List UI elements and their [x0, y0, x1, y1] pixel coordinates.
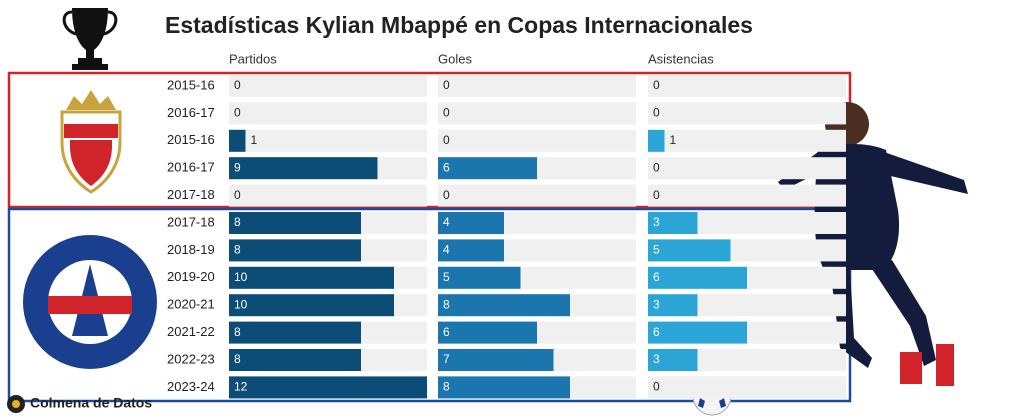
value-label: 0	[234, 106, 241, 120]
bar	[229, 239, 361, 262]
bar	[648, 321, 747, 344]
chart-title: Estadísticas Kylian Mbappé en Copas Inte…	[165, 12, 753, 38]
row-label: 2018-19	[167, 242, 215, 257]
bar-track	[229, 184, 427, 207]
column-header: Goles	[438, 51, 472, 66]
bar	[229, 266, 394, 289]
value-label: 8	[234, 325, 241, 339]
credit-text: Colmena de Datos	[30, 395, 152, 411]
bar	[438, 157, 537, 180]
value-label: 6	[443, 160, 450, 174]
trophy-icon	[62, 8, 118, 70]
bar	[648, 239, 731, 262]
row-label: 2019-20	[167, 269, 215, 284]
value-label: 0	[653, 160, 660, 174]
value-label: 5	[443, 270, 450, 284]
bar-track	[438, 184, 636, 207]
value-label: 9	[234, 160, 241, 174]
bar	[648, 349, 698, 371]
value-label: 1	[670, 133, 677, 147]
value-label: 8	[234, 352, 241, 366]
value-label: 3	[653, 297, 660, 311]
value-label: 0	[234, 78, 241, 92]
value-label: 8	[234, 243, 241, 257]
bar	[438, 321, 537, 344]
bar	[438, 212, 504, 234]
bar	[648, 212, 698, 234]
column-header: Partidos	[229, 51, 277, 66]
value-label: 5	[653, 243, 660, 257]
row-label: 2021-22	[167, 324, 215, 339]
column-header: Asistencias	[648, 51, 714, 66]
value-label: 0	[443, 78, 450, 92]
value-label: 3	[653, 352, 660, 366]
bar	[438, 266, 521, 289]
value-label: 6	[443, 325, 450, 339]
bar-track	[229, 75, 427, 97]
bar	[648, 266, 747, 289]
bar	[229, 129, 246, 152]
bar-track	[229, 102, 427, 125]
value-label: 0	[653, 78, 660, 92]
bar	[229, 294, 394, 317]
row-label: 2017-18	[167, 187, 215, 202]
value-label: 3	[653, 215, 660, 229]
bar	[229, 321, 361, 344]
value-label: 0	[443, 106, 450, 120]
bar	[438, 239, 504, 262]
value-label: 10	[234, 270, 248, 284]
value-label: 0	[443, 133, 450, 147]
bar	[229, 212, 361, 234]
value-label: 0	[234, 188, 241, 202]
bar-track	[648, 75, 846, 97]
bar	[229, 376, 427, 399]
bar-track	[648, 102, 846, 125]
row-label: 2016-17	[167, 160, 215, 175]
value-label: 0	[653, 188, 660, 202]
monaco-crest	[60, 90, 122, 194]
bar	[229, 349, 361, 371]
credit: Colmena de Datos	[7, 395, 152, 413]
value-label: 0	[653, 380, 660, 394]
row-label: 2020-21	[167, 297, 215, 312]
value-label: 8	[234, 215, 241, 229]
bar-track	[438, 129, 636, 152]
row-label: 2017-18	[167, 214, 215, 229]
value-label: 7	[443, 352, 450, 366]
value-label: 4	[443, 215, 450, 229]
psg-crest	[21, 233, 159, 371]
value-label: 10	[234, 297, 248, 311]
bar	[438, 349, 554, 371]
bar-track	[648, 184, 846, 207]
bar	[648, 129, 665, 152]
bar	[438, 294, 570, 317]
row-label: 2022-23	[167, 351, 215, 366]
value-label: 6	[653, 325, 660, 339]
bar-track	[229, 129, 427, 152]
value-label: 4	[443, 243, 450, 257]
bar-track	[648, 376, 846, 399]
bar-track	[438, 102, 636, 125]
value-label: 6	[653, 270, 660, 284]
row-label: 2015-16	[167, 77, 215, 92]
bar	[438, 376, 570, 399]
bar-track	[648, 129, 846, 152]
value-label: 8	[443, 297, 450, 311]
bar-track	[648, 157, 846, 180]
row-label: 2015-16	[167, 132, 215, 147]
bar	[229, 157, 378, 180]
row-label: 2023-24	[167, 379, 215, 394]
value-label: 0	[443, 188, 450, 202]
row-label: 2016-17	[167, 105, 215, 120]
value-label: 12	[234, 380, 248, 394]
bar	[648, 294, 698, 317]
value-label: 1	[251, 133, 258, 147]
value-label: 8	[443, 380, 450, 394]
bar-track	[438, 75, 636, 97]
value-label: 0	[653, 106, 660, 120]
credit-icon-dot	[12, 400, 20, 408]
